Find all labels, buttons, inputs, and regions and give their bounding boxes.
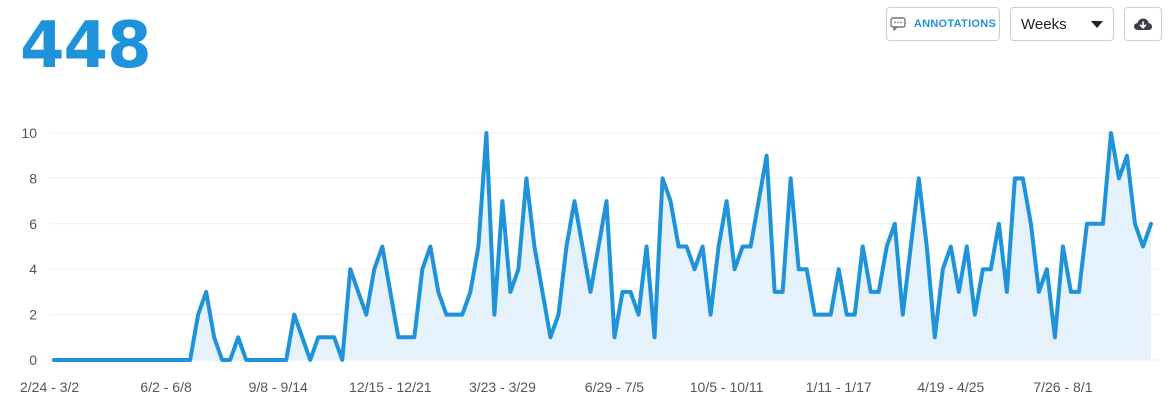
y-tick-label: 4: [29, 261, 37, 277]
y-tick-label: 2: [29, 307, 37, 323]
x-tick-label: 6/2 - 6/8: [140, 379, 192, 395]
x-tick-label: 2/24 - 3/2: [20, 379, 79, 395]
total-count: 448: [20, 9, 152, 83]
x-tick-label: 4/19 - 4/25: [917, 379, 984, 395]
chart-controls: ANNOTATIONS Weeks: [886, 7, 1162, 41]
x-tick-label: 3/23 - 3/29: [469, 379, 536, 395]
y-tick-label: 6: [29, 216, 37, 232]
y-axis-ticks: 0 2 4 6 8 10: [21, 125, 37, 368]
y-tick-label: 8: [29, 170, 37, 186]
period-select-value: Weeks: [1021, 15, 1067, 33]
y-tick-label: 10: [21, 125, 37, 141]
x-tick-label: 9/8 - 9/14: [249, 379, 308, 395]
y-tick-label: 0: [29, 352, 37, 368]
chevron-down-icon: [1091, 20, 1103, 28]
x-tick-label: 7/26 - 8/1: [1033, 379, 1092, 395]
x-axis-ticks: 2/24 - 3/2 6/2 - 6/8 9/8 - 9/14 12/15 - 12/…: [20, 379, 1093, 395]
period-select[interactable]: Weeks: [1010, 7, 1114, 41]
series-line: [52, 131, 1153, 362]
x-tick-label: 12/15 - 12/21: [349, 379, 432, 395]
download-button[interactable]: [1124, 7, 1162, 41]
x-tick-label: 6/29 - 7/5: [585, 379, 644, 395]
series-area: [54, 133, 1151, 360]
annotations-button[interactable]: ANNOTATIONS: [886, 7, 1000, 41]
x-tick-label: 10/5 - 10/11: [690, 379, 764, 395]
comment-icon: [890, 17, 906, 31]
annotations-label: ANNOTATIONS: [913, 18, 997, 30]
x-tick-label: 1/11 - 1/17: [806, 379, 872, 395]
download-cloud-icon: [1134, 18, 1152, 30]
